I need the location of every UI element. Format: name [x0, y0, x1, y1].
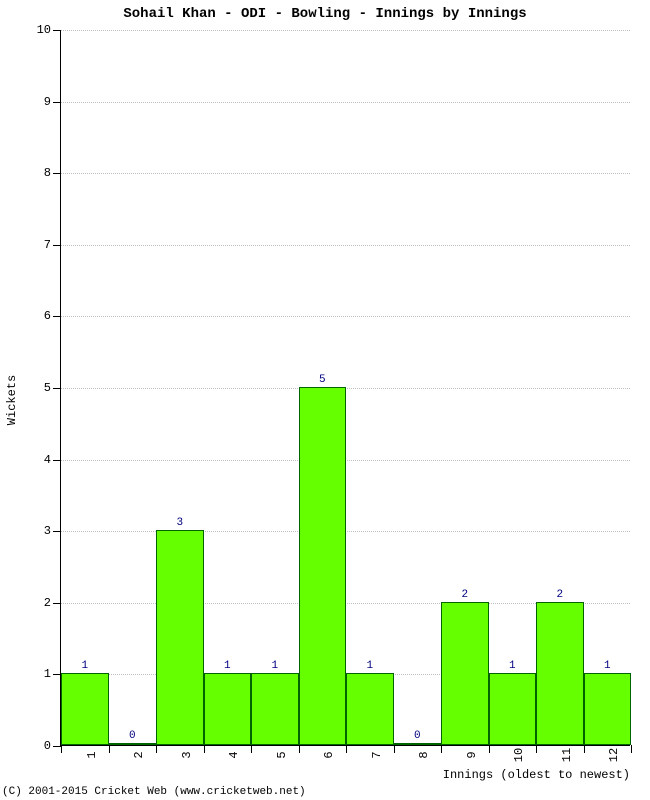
x-tick [584, 745, 585, 753]
x-tick-label: 7 [370, 751, 384, 758]
x-tick-label: 10 [512, 748, 526, 762]
y-tick [53, 245, 61, 246]
y-tick-label: 5 [44, 381, 51, 395]
x-tick [489, 745, 490, 753]
bar-value-label: 3 [176, 517, 183, 529]
y-tick [53, 674, 61, 675]
plot-area: 012345678910110233141556170829110211112 [60, 30, 630, 746]
y-tick-label: 1 [44, 667, 51, 681]
bar: 1 [489, 673, 537, 745]
bar-value-label: 1 [604, 660, 611, 672]
y-tick-label: 6 [44, 309, 51, 323]
grid-line [61, 102, 630, 103]
bar: 1 [251, 673, 299, 745]
bar-value-label: 2 [461, 589, 468, 601]
x-tick [346, 745, 347, 753]
x-tick [204, 745, 205, 753]
x-tick [441, 745, 442, 753]
bar: 1 [584, 673, 632, 745]
y-tick [53, 173, 61, 174]
x-tick [156, 745, 157, 753]
x-tick [109, 745, 110, 753]
y-tick [53, 603, 61, 604]
x-tick-label: 8 [417, 751, 431, 758]
bar-value-label: 0 [129, 730, 136, 742]
grid-line [61, 316, 630, 317]
bar: 0 [109, 743, 157, 745]
y-tick [53, 388, 61, 389]
y-tick-label: 9 [44, 95, 51, 109]
y-tick-label: 10 [37, 23, 51, 37]
bar-value-label: 1 [81, 660, 88, 672]
x-tick [394, 745, 395, 753]
x-tick [251, 745, 252, 753]
y-axis-label: Wickets [5, 375, 19, 425]
x-tick-label: 4 [227, 751, 241, 758]
copyright-text: (C) 2001-2015 Cricket Web (www.cricketwe… [2, 786, 306, 798]
bar-value-label: 1 [366, 660, 373, 672]
y-tick-label: 7 [44, 238, 51, 252]
x-tick [61, 745, 62, 753]
chart-container: Sohail Khan - ODI - Bowling - Innings by… [0, 0, 650, 800]
x-tick-label: 6 [322, 751, 336, 758]
bar: 2 [441, 602, 489, 745]
bar-value-label: 0 [414, 730, 421, 742]
x-tick [631, 745, 632, 753]
bar-value-label: 1 [271, 660, 278, 672]
chart-title: Sohail Khan - ODI - Bowling - Innings by… [0, 6, 650, 22]
y-tick-label: 3 [44, 524, 51, 538]
x-tick-label: 3 [180, 751, 194, 758]
y-tick-label: 2 [44, 596, 51, 610]
y-tick [53, 460, 61, 461]
y-tick-label: 8 [44, 166, 51, 180]
x-axis-label: Innings (oldest to newest) [443, 768, 630, 782]
bar: 5 [299, 387, 347, 745]
bar: 1 [346, 673, 394, 745]
grid-line [61, 30, 630, 31]
grid-line [61, 173, 630, 174]
bar: 0 [394, 743, 442, 745]
y-tick-label: 0 [44, 739, 51, 753]
bar-value-label: 1 [509, 660, 516, 672]
bar: 1 [61, 673, 109, 745]
grid-line [61, 245, 630, 246]
bar: 2 [536, 602, 584, 745]
y-tick [53, 30, 61, 31]
x-tick [536, 745, 537, 753]
x-tick-label: 9 [465, 751, 479, 758]
x-tick-label: 1 [85, 751, 99, 758]
x-tick-label: 11 [560, 748, 574, 762]
y-tick [53, 102, 61, 103]
x-tick-label: 12 [607, 748, 621, 762]
bar-value-label: 2 [556, 589, 563, 601]
x-tick-label: 2 [132, 751, 146, 758]
y-tick-label: 4 [44, 453, 51, 467]
y-tick [53, 531, 61, 532]
bar: 3 [156, 530, 204, 745]
bar-value-label: 1 [224, 660, 231, 672]
x-tick-label: 5 [275, 751, 289, 758]
x-tick [299, 745, 300, 753]
bar: 1 [204, 673, 252, 745]
y-tick [53, 316, 61, 317]
bar-value-label: 5 [319, 374, 326, 386]
y-tick [53, 746, 61, 747]
